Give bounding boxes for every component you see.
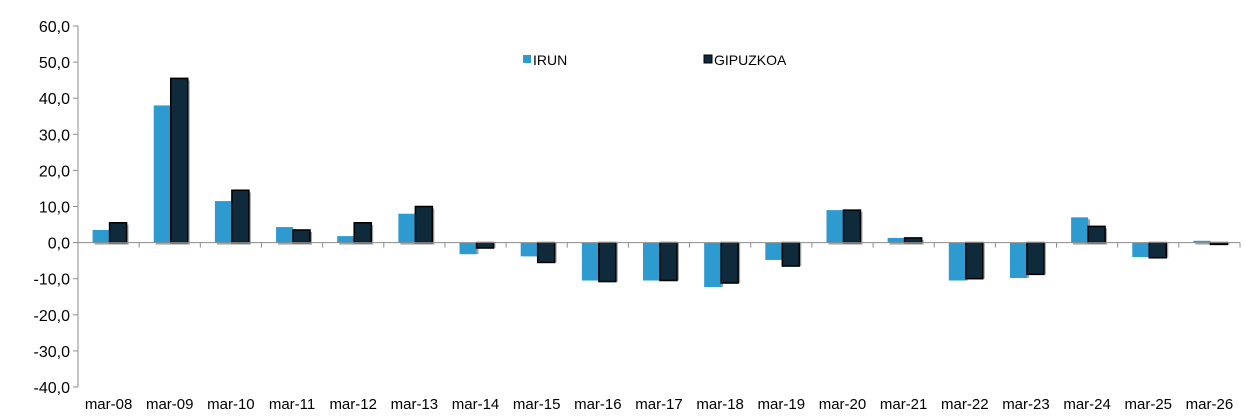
y-axis: -40,0 -30,0 -20,0 -10,0 0,0 10,0 20,0 30,0 40,0 5… <box>34 19 79 397</box>
bar-gipuzkoa <box>475 241 495 249</box>
x-tick-label: mar-17 <box>635 396 683 413</box>
bar-irun <box>153 105 171 243</box>
bar-gipuzkoa <box>842 209 862 244</box>
bar-irun <box>92 229 110 243</box>
bar-irun <box>337 236 355 243</box>
bar-gipuzkoa <box>108 221 128 244</box>
x-tick-label: mar-16 <box>574 396 622 413</box>
bar-gipuzkoa <box>598 241 617 283</box>
y-tick-label: -30,0 <box>34 344 71 361</box>
bar-irun <box>214 201 232 243</box>
bar-gipuzkoa <box>720 241 739 284</box>
bar-irun <box>1009 242 1027 278</box>
bar-irun <box>643 242 660 281</box>
x-tick-label: mar-18 <box>696 396 744 413</box>
y-tick-label: -20,0 <box>34 308 71 325</box>
bar-gipuzkoa <box>414 205 434 244</box>
bar-gipuzkoa <box>231 189 250 244</box>
bar-gipuzkoa <box>659 241 678 282</box>
y-tick-label: 50,0 <box>39 55 70 72</box>
legend: IRUN GIPUZKOA <box>523 52 787 68</box>
y-tick-label: 40,0 <box>39 91 70 108</box>
bar-irun <box>826 210 844 243</box>
x-tick-label: mar-14 <box>452 396 500 413</box>
legend-swatch-gipuzkoa <box>703 54 713 64</box>
x-tick-label: mar-22 <box>941 396 989 413</box>
x-tick-label: mar-20 <box>819 396 867 413</box>
x-tick-label: mar-26 <box>1186 396 1234 413</box>
x-tick-label: mar-08 <box>85 396 133 413</box>
bar-irun <box>704 242 722 288</box>
y-tick-label: 10,0 <box>39 200 70 217</box>
bar-gipuzkoa <box>1026 241 1045 276</box>
bar-irun <box>1071 217 1089 243</box>
legend-label-gipuzkoa: GIPUZKOA <box>714 52 787 68</box>
x-tick-label: mar-15 <box>513 396 561 413</box>
bar-gipuzkoa <box>1148 241 1168 259</box>
x-tick-label: mar-10 <box>207 396 255 413</box>
y-tick-label: -40,0 <box>34 380 71 397</box>
x-tick-label: mar-11 <box>269 396 315 413</box>
x-axis: mar-08 mar-09 mar-10 mar-11 mar-12 mar-13 mar-… <box>77 242 1241 413</box>
bar-gipuzkoa <box>965 241 984 280</box>
bar-gipuzkoa <box>903 237 923 244</box>
bar-irun <box>276 227 294 243</box>
x-tick-label: mar-13 <box>391 396 439 413</box>
bar-irun <box>765 242 783 260</box>
y-tick-label: 20,0 <box>39 163 70 180</box>
bar-gipuzkoa <box>169 77 189 244</box>
legend-swatch-irun <box>523 55 531 63</box>
x-tick-label: mar-25 <box>1125 396 1173 413</box>
bar-gipuzkoa <box>536 241 556 264</box>
bar-irun <box>459 242 477 255</box>
bars <box>92 77 1230 288</box>
x-tick-label: mar-09 <box>146 396 194 413</box>
bar-irun <box>1132 242 1150 258</box>
bar-irun <box>520 242 538 257</box>
x-tick-label: mar-19 <box>758 396 806 413</box>
bar-irun <box>398 213 416 243</box>
y-tick-label: -10,0 <box>34 272 71 289</box>
bar-gipuzkoa <box>353 221 372 244</box>
y-tick-label: 30,0 <box>39 127 70 144</box>
bar-irun <box>1193 240 1211 243</box>
y-tick-label: 0,0 <box>48 236 70 253</box>
bar-gipuzkoa <box>292 229 311 244</box>
bar-shadow-irun <box>1195 242 1213 245</box>
x-tick-label: mar-21 <box>880 396 928 413</box>
bar-irun <box>581 242 599 281</box>
bar-gipuzkoa <box>1087 225 1106 244</box>
y-tick-label: 60,0 <box>39 19 70 36</box>
bar-irun <box>948 242 966 281</box>
bar-irun <box>887 237 905 243</box>
bar-gipuzkoa <box>781 241 801 267</box>
x-tick-label: mar-23 <box>1002 396 1050 413</box>
x-tick-label: mar-12 <box>329 396 377 413</box>
x-tick-label: mar-24 <box>1063 396 1111 413</box>
legend-label-irun: IRUN <box>533 52 567 68</box>
